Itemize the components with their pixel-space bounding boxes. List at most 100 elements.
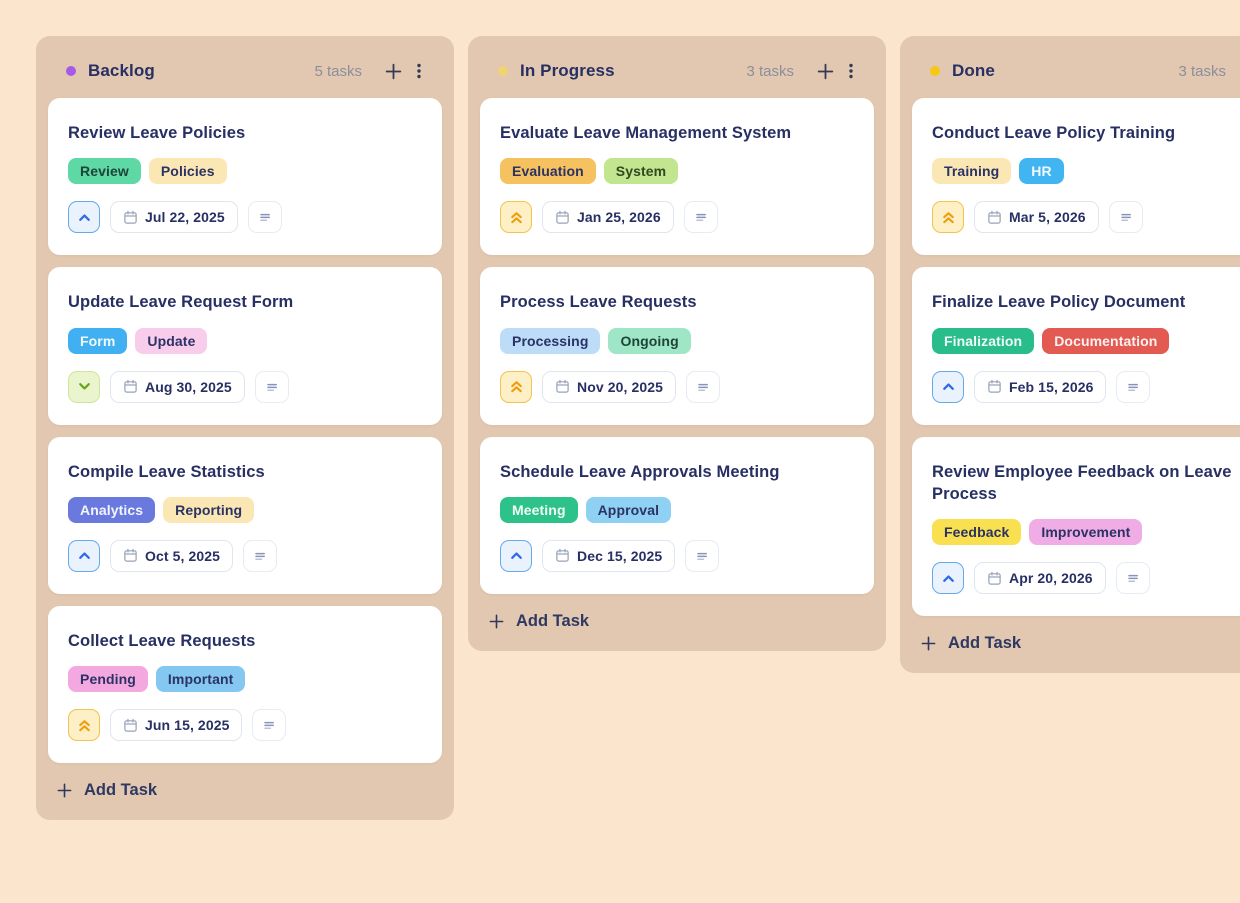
priority-double-chevron-up-icon[interactable] (932, 201, 964, 234)
due-date-chip[interactable]: Nov 20, 2025 (542, 370, 677, 403)
priority-chevron-down-icon[interactable] (68, 370, 100, 403)
description-button[interactable] (683, 201, 718, 234)
add-task-button[interactable]: Add Task (480, 594, 595, 637)
description-button[interactable] (1116, 370, 1151, 403)
task-tag: Approval (585, 496, 672, 523)
task-card[interactable]: Update Leave Request Form Form Update (48, 267, 442, 425)
add-task-label: Add Task (948, 634, 1022, 653)
kanban-column-backlog: Backlog 5 tasks R (36, 36, 454, 821)
task-tag-list: Training HR (932, 158, 1240, 185)
task-tag: Feedback (932, 519, 1022, 546)
task-tag-list: Review Policies (68, 158, 422, 185)
description-button[interactable] (686, 370, 721, 403)
priority-chevron-up-icon[interactable] (68, 539, 100, 572)
calendar-icon (987, 379, 1002, 394)
task-tag: Training (932, 158, 1012, 185)
description-lines-icon (1118, 209, 1134, 225)
kebab-menu-icon (842, 62, 860, 80)
due-date-chip[interactable]: Aug 30, 2025 (110, 370, 245, 403)
task-card[interactable]: Review Leave Policies Review Policies (48, 98, 442, 256)
task-tag: Policies (148, 158, 227, 185)
due-date-text: Mar 5, 2026 (1009, 209, 1086, 226)
priority-chevron-up-icon[interactable] (500, 539, 532, 572)
task-tag: Pending (68, 666, 148, 693)
task-title: Update Leave Request Form (68, 293, 294, 312)
task-meta-row: Jun 15, 2025 (68, 709, 422, 742)
kanban-board: Backlog 5 tasks R (36, 36, 1240, 821)
task-meta-row: Jan 25, 2026 (500, 201, 854, 234)
priority-double-chevron-up-icon[interactable] (500, 370, 532, 403)
add-task-button[interactable]: Add Task (48, 763, 163, 806)
due-date-chip[interactable]: Apr 20, 2026 (974, 562, 1106, 595)
description-button[interactable] (1108, 201, 1143, 234)
calendar-icon (555, 548, 570, 563)
task-tag: Form (68, 327, 128, 354)
description-lines-icon (257, 209, 273, 225)
due-date-chip[interactable]: Jun 15, 2025 (110, 709, 243, 742)
due-date-chip[interactable]: Oct 5, 2025 (110, 539, 234, 572)
description-lines-icon (264, 379, 280, 395)
column-add-button[interactable] (812, 58, 838, 84)
plus-icon (920, 635, 937, 652)
column-menu-button[interactable] (406, 58, 432, 84)
task-title: Conduct Leave Policy Training (932, 124, 1176, 142)
due-date-chip[interactable]: Feb 15, 2026 (974, 370, 1107, 403)
description-lines-icon (1125, 379, 1141, 395)
task-tag-list: Meeting Approval (500, 496, 854, 523)
column-title: In Progress (520, 61, 615, 80)
priority-chevron-up-icon[interactable] (68, 201, 100, 234)
description-button[interactable] (685, 539, 720, 572)
description-button[interactable] (243, 539, 278, 572)
description-button[interactable] (247, 201, 282, 234)
column-add-button[interactable] (380, 58, 406, 84)
description-button[interactable] (252, 709, 287, 742)
priority-double-chevron-up-icon[interactable] (500, 201, 532, 234)
column-menu-button[interactable] (838, 58, 864, 84)
calendar-icon (555, 379, 570, 394)
kanban-column-in-progress: In Progress 3 tasks (468, 36, 886, 651)
description-button[interactable] (254, 370, 289, 403)
task-card[interactable]: Collect Leave Requests Pending Important (48, 605, 442, 764)
description-button[interactable] (1115, 562, 1150, 595)
task-title: Collect Leave Requests (68, 631, 256, 650)
priority-chevron-up-icon[interactable] (932, 562, 964, 595)
column-card-list: Evaluate Leave Management System Evaluat… (480, 98, 874, 594)
column-header: In Progress 3 tasks (480, 48, 874, 98)
column-title: Done (952, 61, 995, 80)
task-card[interactable]: Evaluate Leave Management System Evaluat… (480, 98, 874, 256)
due-date-chip[interactable]: Mar 5, 2026 (974, 201, 1099, 234)
task-card[interactable]: Schedule Leave Approvals Meeting Meeting… (480, 436, 874, 594)
due-date-text: Nov 20, 2025 (577, 378, 664, 395)
task-card[interactable]: Review Employee Feedback on Leave Proces… (912, 436, 1240, 617)
task-card[interactable]: Conduct Leave Policy Training Training HR (912, 98, 1240, 256)
task-card[interactable]: Process Leave Requests Processing Ongoing (480, 267, 874, 425)
task-tag-list: Pending Important (68, 666, 422, 693)
due-date-text: Jul 22, 2025 (145, 209, 225, 226)
due-date-text: Aug 30, 2025 (145, 378, 232, 395)
task-tag: Reporting (163, 496, 255, 523)
description-lines-icon (252, 548, 268, 564)
due-date-chip[interactable]: Dec 15, 2025 (542, 539, 676, 572)
task-meta-row: Jul 22, 2025 (68, 201, 422, 234)
task-meta-row: Nov 20, 2025 (500, 370, 854, 403)
calendar-icon (123, 379, 138, 394)
task-tag: Important (155, 666, 246, 693)
priority-double-chevron-up-icon[interactable] (68, 709, 100, 742)
add-task-button[interactable]: Add Task (912, 616, 1027, 659)
due-date-chip[interactable]: Jul 22, 2025 (110, 201, 238, 234)
column-header: Done 3 tasks (912, 48, 1240, 98)
task-meta-row: Dec 15, 2025 (500, 539, 854, 572)
column-card-list: Review Leave Policies Review Policies (48, 98, 442, 764)
task-card[interactable]: Compile Leave Statistics Analytics Report… (48, 436, 442, 594)
task-card[interactable]: Finalize Leave Policy Document Finalizat… (912, 267, 1240, 425)
task-meta-row: Oct 5, 2025 (68, 539, 422, 572)
task-tag: Documentation (1042, 327, 1170, 354)
task-meta-row: Feb 15, 2026 (932, 370, 1240, 403)
task-meta-row: Apr 20, 2026 (932, 562, 1240, 595)
priority-chevron-up-icon[interactable] (932, 370, 964, 403)
task-tag: System (603, 158, 679, 185)
due-date-chip[interactable]: Jan 25, 2026 (542, 201, 674, 234)
column-task-count: 3 tasks (746, 62, 794, 80)
plus-icon (384, 62, 403, 81)
due-date-text: Oct 5, 2025 (145, 547, 221, 564)
